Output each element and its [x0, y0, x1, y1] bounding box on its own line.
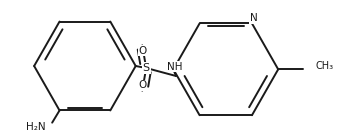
Text: N: N — [250, 13, 258, 23]
Text: NH: NH — [167, 62, 182, 72]
Text: O: O — [138, 46, 146, 56]
Text: S: S — [143, 63, 150, 73]
Text: CH₃: CH₃ — [316, 61, 334, 71]
Text: O: O — [138, 80, 146, 90]
Text: H₂N: H₂N — [26, 122, 46, 132]
